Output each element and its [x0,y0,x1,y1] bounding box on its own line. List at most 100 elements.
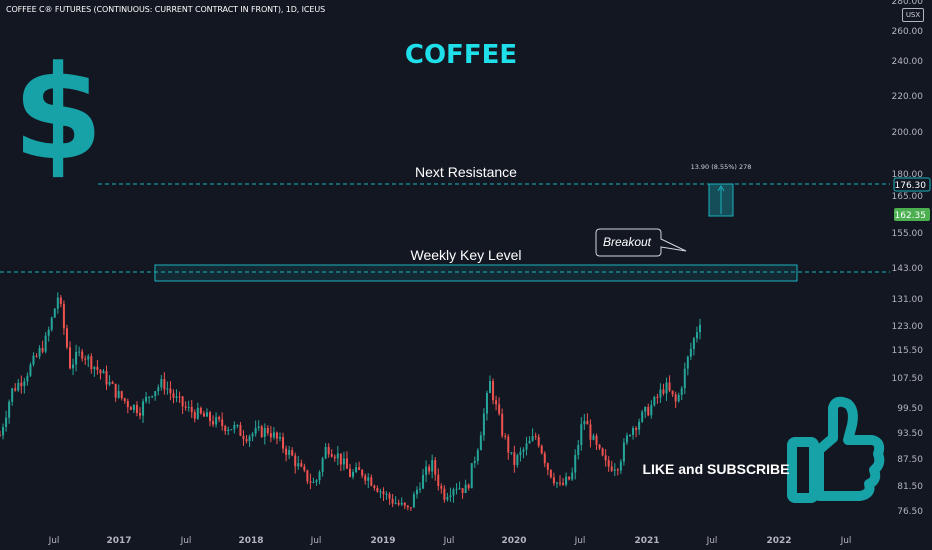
candle-body [434,460,437,475]
y-tick-label: 76.50 [897,507,923,517]
candle-body [135,404,138,413]
candle-body [373,485,376,489]
candle-body [38,347,41,357]
candle-body [653,396,656,406]
candle-body [269,433,272,438]
candle-body [193,412,196,419]
candle-body [568,476,571,480]
candle-body [352,472,355,477]
y-tick-label: 93.50 [897,429,923,439]
candle-body [464,484,467,494]
candle-body [534,436,537,438]
candle-body [674,394,677,402]
candle-body [123,398,126,402]
price-tag [893,177,931,192]
x-tick-label: Jul [180,536,192,546]
candle-body [489,381,491,393]
candle-body [196,407,199,419]
candle-body [336,453,339,459]
candle-body [81,351,84,359]
candle-body [476,450,479,461]
price-axis[interactable]: 260.00 240.00 220.00 200.00 180.00 165.00 155.… [892,0,924,517]
candle-body [625,435,628,443]
candle-body [84,358,87,360]
candle-body [120,391,123,399]
measure-label: 13.90 (8.55%) 278 [691,163,752,171]
candle-body [565,476,568,485]
candle-body [638,421,641,430]
weekly-key-level-label: Weekly Key Level [410,247,521,263]
candle-body [96,366,99,371]
candle-body [622,442,625,462]
candle-body [562,483,565,485]
candle-body [333,456,336,459]
candle-body [574,455,577,473]
candle-body [501,413,504,436]
candle-body [44,335,47,352]
candle-body [14,388,17,391]
candle-body [20,382,23,387]
candle-body [169,388,172,394]
candle-body [443,488,446,500]
candle-body [586,420,589,425]
candle-body [473,460,476,464]
candle-body [47,329,50,336]
candle-body [330,454,333,457]
candle-body [157,387,160,392]
x-tick-label: Jul [840,536,852,546]
candle-body [629,435,631,437]
candle-body [592,435,595,440]
x-tick-label: 2021 [634,536,659,546]
candle-body [205,412,208,417]
candle-body [388,494,391,499]
candle-body [531,436,534,441]
currency-badge[interactable]: USX [902,8,924,22]
candle-body [227,429,230,432]
candle-body [647,406,650,416]
y-tick-label: 107.50 [892,374,924,384]
candle-body [300,463,303,467]
y-tick-label: 165.00 [892,192,924,202]
candle-body [641,411,644,422]
candle-body [412,494,415,508]
candle-body [355,467,358,473]
candle-body [461,488,464,494]
y-tick-label: 220.00 [892,92,924,102]
candle-body [266,427,269,434]
time-axis[interactable]: Jul 2017 Jul 2018 Jul 2019 Jul 2020 Jul 2021 Jul 20… [48,536,852,546]
candle-body [275,432,278,439]
candle-body [409,507,412,509]
candle-body [498,404,501,414]
candle-body [148,396,151,398]
candle-body [452,489,455,496]
price-tag-label: 176.30 [895,181,927,191]
candle-body [69,347,71,369]
candle-body [516,455,519,466]
candle-body [93,366,96,370]
weekly-key-level-zone[interactable] [154,264,798,282]
candle-body [662,389,665,394]
candle-body [245,439,248,442]
breakout-label: Breakout [603,235,652,249]
candle-body [184,406,187,408]
candle-body [339,453,342,465]
breakout-callout[interactable] [595,228,687,257]
candle-body [160,379,163,388]
y-tick-label: 131.00 [892,295,924,305]
candle-body [99,370,102,374]
candle-body [580,424,583,446]
candle-body [190,406,193,413]
candle-body [692,338,695,349]
candle-body [233,425,236,430]
candle-body [23,381,26,387]
candle-body [35,355,38,357]
candle-body [139,412,141,416]
candle-body [349,468,351,477]
candle-body [260,426,263,437]
chart-header-title: COFFEE C® FUTURES (CONTINUOUS: CURRENT C… [6,5,326,14]
candle-body [230,429,233,431]
candle-body [29,364,32,376]
candle-body [437,474,440,486]
candle-body [242,435,245,440]
